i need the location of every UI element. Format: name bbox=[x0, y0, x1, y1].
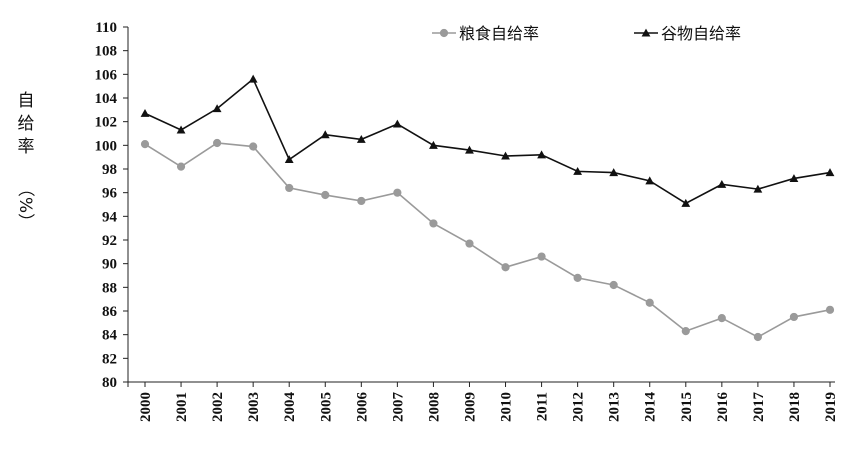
data-point bbox=[213, 138, 222, 148]
x-tick-label: 2014 bbox=[643, 392, 659, 423]
data-point bbox=[717, 179, 727, 188]
x-tick-label: 2019 bbox=[823, 392, 839, 422]
y-tick-label: 86 bbox=[102, 304, 118, 320]
x-tick-label: 2007 bbox=[390, 392, 406, 423]
y-tick-label: 108 bbox=[95, 44, 118, 60]
data-point bbox=[573, 166, 583, 175]
x-tick-label: 2010 bbox=[499, 392, 515, 422]
x-tick-label: 2004 bbox=[282, 392, 298, 423]
data-point bbox=[609, 280, 618, 290]
x-tick-label: 2008 bbox=[426, 392, 442, 422]
data-point bbox=[753, 184, 763, 193]
x-tick-label: 2000 bbox=[138, 392, 154, 422]
y-tick-label: 88 bbox=[102, 280, 117, 296]
data-point bbox=[140, 108, 150, 117]
data-point bbox=[176, 162, 186, 171]
data-point bbox=[249, 142, 258, 151]
y-axis-label-unit: （%） bbox=[15, 180, 35, 230]
x-tick-label: 2009 bbox=[462, 392, 478, 422]
y-axis: 80 82 84 86 88 90 92 94 96 98 100 102 104 106 108 110 bbox=[95, 20, 129, 391]
y-tick-label: 96 bbox=[102, 186, 118, 202]
data-point bbox=[357, 196, 366, 206]
data-point bbox=[681, 327, 690, 336]
data-point bbox=[284, 155, 294, 164]
legend-label: 谷物自给率 bbox=[661, 24, 741, 43]
data-point bbox=[439, 28, 449, 38]
data-point bbox=[212, 104, 222, 113]
x-tick-label: 2018 bbox=[787, 392, 803, 422]
y-tick-label: 100 bbox=[95, 138, 118, 154]
legend-label: 粮食自给率 bbox=[459, 24, 539, 43]
x-axis: 2000 2001 2002 2003 2004 2005 2006 2007 2008 2009… bbox=[127, 381, 839, 423]
data-point bbox=[429, 219, 438, 228]
data-point bbox=[641, 28, 651, 37]
y-axis-label-char: 给 bbox=[18, 114, 35, 134]
data-point bbox=[465, 145, 474, 154]
data-point bbox=[789, 312, 799, 322]
x-tick-label: 2013 bbox=[607, 392, 623, 422]
y-tick-label: 98 bbox=[102, 162, 117, 178]
data-point bbox=[825, 305, 835, 314]
y-axis-label-char: 率 bbox=[18, 137, 35, 157]
data-point bbox=[825, 168, 835, 177]
series-grain bbox=[140, 138, 835, 342]
data-point bbox=[393, 188, 402, 197]
data-point bbox=[285, 183, 294, 193]
y-tick-label: 80 bbox=[102, 375, 117, 391]
y-tick-label: 104 bbox=[95, 91, 118, 107]
y-tick-label: 90 bbox=[102, 257, 117, 273]
legend-item: 粮食自给率 bbox=[432, 24, 539, 43]
x-tick-label: 2016 bbox=[715, 392, 731, 423]
data-point bbox=[573, 273, 582, 282]
data-point bbox=[320, 130, 330, 139]
x-tick-label: 2005 bbox=[318, 392, 334, 422]
series-layer bbox=[140, 74, 835, 342]
y-axis-label-char: 自 bbox=[18, 91, 35, 111]
data-point bbox=[321, 190, 330, 200]
legend: 粮食自给率 谷物自给率 bbox=[432, 24, 741, 43]
data-point bbox=[140, 140, 150, 149]
data-point bbox=[645, 176, 655, 185]
data-point bbox=[609, 168, 619, 177]
series-line bbox=[144, 142, 831, 338]
x-tick-label: 2011 bbox=[535, 392, 551, 421]
data-point bbox=[681, 198, 691, 207]
data-point bbox=[501, 151, 510, 160]
y-tick-label: 82 bbox=[102, 351, 117, 367]
y-tick-label: 92 bbox=[102, 233, 117, 249]
data-point bbox=[176, 125, 186, 134]
data-point bbox=[537, 252, 546, 261]
y-tick-label: 106 bbox=[95, 67, 118, 83]
series-line bbox=[144, 77, 831, 205]
y-tick-label: 94 bbox=[102, 209, 118, 225]
data-point bbox=[537, 150, 546, 159]
data-point bbox=[356, 135, 366, 143]
data-point bbox=[392, 119, 402, 128]
data-point bbox=[429, 140, 438, 149]
x-tick-label: 2017 bbox=[751, 392, 767, 423]
data-point bbox=[789, 174, 799, 182]
x-tick-label: 2001 bbox=[174, 392, 190, 422]
x-tick-label: 2012 bbox=[571, 392, 587, 422]
data-point bbox=[753, 332, 762, 342]
y-tick-label: 110 bbox=[95, 20, 117, 36]
series-cereal bbox=[140, 74, 835, 207]
data-point bbox=[645, 298, 654, 307]
data-point bbox=[465, 239, 474, 248]
x-tick-label: 2006 bbox=[354, 392, 370, 423]
x-tick-label: 2002 bbox=[210, 392, 226, 422]
x-tick-label: 2015 bbox=[679, 392, 695, 422]
data-point bbox=[248, 74, 258, 83]
y-tick-label: 84 bbox=[102, 328, 118, 344]
data-point bbox=[501, 263, 510, 272]
y-tick-label: 102 bbox=[95, 115, 118, 131]
y-axis-label: 自给率 （%） bbox=[15, 91, 35, 230]
data-point bbox=[717, 314, 726, 323]
legend-item: 谷物自给率 bbox=[634, 24, 741, 43]
x-tick-label: 2003 bbox=[246, 392, 262, 422]
